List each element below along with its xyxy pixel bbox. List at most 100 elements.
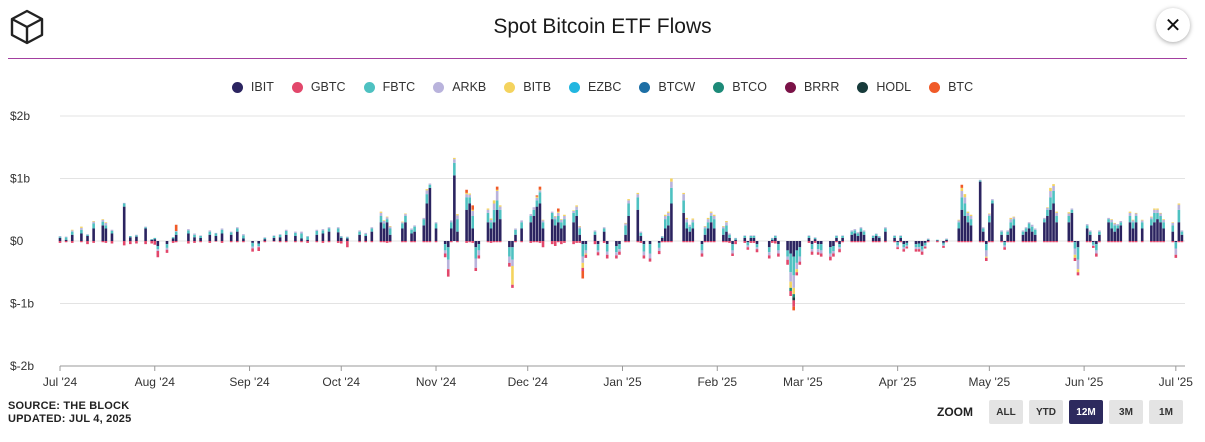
bar-segment-bitb[interactable] xyxy=(104,222,108,223)
bar-segment-fbtc[interactable] xyxy=(572,212,575,223)
bar-segment-arkb[interactable] xyxy=(596,250,600,253)
bar-segment-arkb[interactable] xyxy=(664,216,667,220)
bar-segment-fbtc[interactable] xyxy=(963,203,967,217)
bar-segment-arkb[interactable] xyxy=(835,235,838,237)
bar-segment-arkb[interactable] xyxy=(838,247,841,250)
bar-segment-fbtc[interactable] xyxy=(284,231,288,235)
bar-segment-arkb[interactable] xyxy=(1021,230,1025,232)
bar-segment-fbtc[interactable] xyxy=(339,236,343,238)
bar-segment-gbtc[interactable] xyxy=(193,241,196,243)
bar-segment-ibit[interactable] xyxy=(358,234,361,241)
bar-segment-gbtc[interactable] xyxy=(110,241,114,244)
bar-segment-arkb[interactable] xyxy=(300,231,303,234)
bar-segment-gbtc[interactable] xyxy=(1000,241,1003,243)
bar-segment-bitb[interactable] xyxy=(471,209,474,211)
bar-segment-fbtc[interactable] xyxy=(1030,226,1034,232)
bar-segment-ibit[interactable] xyxy=(101,225,105,242)
bar-segment-gbtc[interactable] xyxy=(553,241,557,246)
bar-segment-gbtc[interactable] xyxy=(862,241,866,243)
bar-segment-gbtc[interactable] xyxy=(520,241,523,243)
bar-segment-arkb[interactable] xyxy=(92,221,95,224)
bar-segment-gbtc[interactable] xyxy=(370,241,374,243)
bar-segment-ibit[interactable] xyxy=(884,231,887,242)
bar-segment-fbtc[interactable] xyxy=(1095,244,1098,251)
bar-segment-fbtc[interactable] xyxy=(92,223,95,229)
bar-segment-fbtc[interactable] xyxy=(1153,212,1156,223)
bar-segment-fbtc[interactable] xyxy=(712,219,716,229)
bar-segment-ibit[interactable] xyxy=(966,222,970,241)
bar-segment-bitb[interactable] xyxy=(572,210,575,212)
bar-segment-ibit[interactable] xyxy=(789,241,792,254)
bar-segment-arkb[interactable] xyxy=(700,250,704,254)
bar-segment-gbtc[interactable] xyxy=(401,241,404,243)
bar-segment-arkb[interactable] xyxy=(453,159,456,163)
bar-segment-gbtc[interactable] xyxy=(893,241,896,243)
bar-segment-ibit[interactable] xyxy=(144,228,147,242)
bar-segment-ibit[interactable] xyxy=(156,241,160,246)
bar-segment-fbtc[interactable] xyxy=(688,226,692,232)
bar-segment-fbtc[interactable] xyxy=(486,212,490,223)
bar-segment-fbtc[interactable] xyxy=(1055,216,1058,223)
bar-segment-gbtc[interactable] xyxy=(1180,241,1184,243)
bar-segment-ibit[interactable] xyxy=(627,216,630,241)
bar-segment-arkb[interactable] xyxy=(584,250,588,254)
bar-segment-ibit[interactable] xyxy=(135,236,138,242)
bar-segment-gbtc[interactable] xyxy=(1088,241,1092,243)
bar-segment-ibit[interactable] xyxy=(926,239,930,241)
bar-segment-ibit[interactable] xyxy=(771,239,774,241)
bar-segment-gbtc[interactable] xyxy=(636,241,640,243)
bar-segment-fbtc[interactable] xyxy=(321,230,325,234)
bar-segment-ibit[interactable] xyxy=(520,228,523,242)
bar-segment-ibit[interactable] xyxy=(1030,231,1034,242)
bar-segment-arkb[interactable] xyxy=(456,215,459,220)
bar-segment-ibit[interactable] xyxy=(1088,234,1092,241)
bar-segment-fbtc[interactable] xyxy=(1043,219,1046,223)
bar-segment-fbtc[interactable] xyxy=(489,222,493,229)
bar-segment-arkb[interactable] xyxy=(856,232,860,234)
bar-segment-bitb[interactable] xyxy=(957,219,961,221)
bar-segment-gbtc[interactable] xyxy=(101,241,105,243)
bar-segment-gbtc[interactable] xyxy=(535,241,539,243)
bar-segment-ibit[interactable] xyxy=(229,234,233,241)
bar-segment-ibit[interactable] xyxy=(1012,225,1016,242)
bar-segment-fbtc[interactable] xyxy=(229,232,233,235)
bar-segment-ibit[interactable] xyxy=(1046,216,1049,241)
bar-segment-gbtc[interactable] xyxy=(456,241,459,243)
bar-segment-arkb[interactable] xyxy=(110,229,114,231)
legend-item-ezbc[interactable]: EZBC xyxy=(569,80,621,94)
bar-segment-ibit[interactable] xyxy=(712,228,716,242)
bar-segment-bitb[interactable] xyxy=(1128,211,1132,213)
bar-segment-gbtc[interactable] xyxy=(471,241,474,243)
bar-segment-arkb[interactable] xyxy=(425,190,429,195)
bar-segment-gbtc[interactable] xyxy=(434,241,438,243)
bar-segment-gbtc[interactable] xyxy=(251,248,254,252)
bar-segment-ibit[interactable] xyxy=(193,237,196,241)
bar-segment-bitb[interactable] xyxy=(563,214,566,216)
bar-segment-fbtc[interactable] xyxy=(236,228,239,232)
legend-item-brrr[interactable]: BRRR xyxy=(784,80,839,94)
bar-segment-bitb[interactable] xyxy=(789,281,792,288)
bar-segment-arkb[interactable] xyxy=(144,226,147,228)
bar-segment-ibit[interactable] xyxy=(706,228,710,242)
legend-item-gbtc[interactable]: GBTC xyxy=(291,80,346,94)
bar-segment-fbtc[interactable] xyxy=(187,230,190,234)
bar-segment-arkb[interactable] xyxy=(104,222,108,226)
bar-segment-ibit[interactable] xyxy=(639,236,643,241)
bar-segment-gbtc[interactable] xyxy=(1131,241,1135,243)
bar-segment-ibit[interactable] xyxy=(685,228,688,242)
bar-segment-btc[interactable] xyxy=(174,224,178,231)
bar-segment-gbtc[interactable] xyxy=(798,261,802,265)
bar-segment-fbtc[interactable] xyxy=(1012,219,1016,226)
zoom-12m-button[interactable]: 12M xyxy=(1069,400,1103,424)
bar-segment-ibit[interactable] xyxy=(657,241,661,243)
bar-segment-gbtc[interactable] xyxy=(991,241,994,243)
bar-segment-arkb[interactable] xyxy=(667,212,670,217)
bar-segment-gbtc[interactable] xyxy=(339,241,343,244)
bar-segment-ibit[interactable] xyxy=(734,239,737,241)
bar-segment-gbtc[interactable] xyxy=(1177,241,1181,243)
bar-segment-gbtc[interactable] xyxy=(135,241,138,244)
bar-segment-fbtc[interactable] xyxy=(584,244,588,251)
bar-segment-arkb[interactable] xyxy=(404,214,407,216)
bar-segment-gbtc[interactable] xyxy=(734,241,737,245)
bar-segment-bitb[interactable] xyxy=(1140,219,1144,221)
